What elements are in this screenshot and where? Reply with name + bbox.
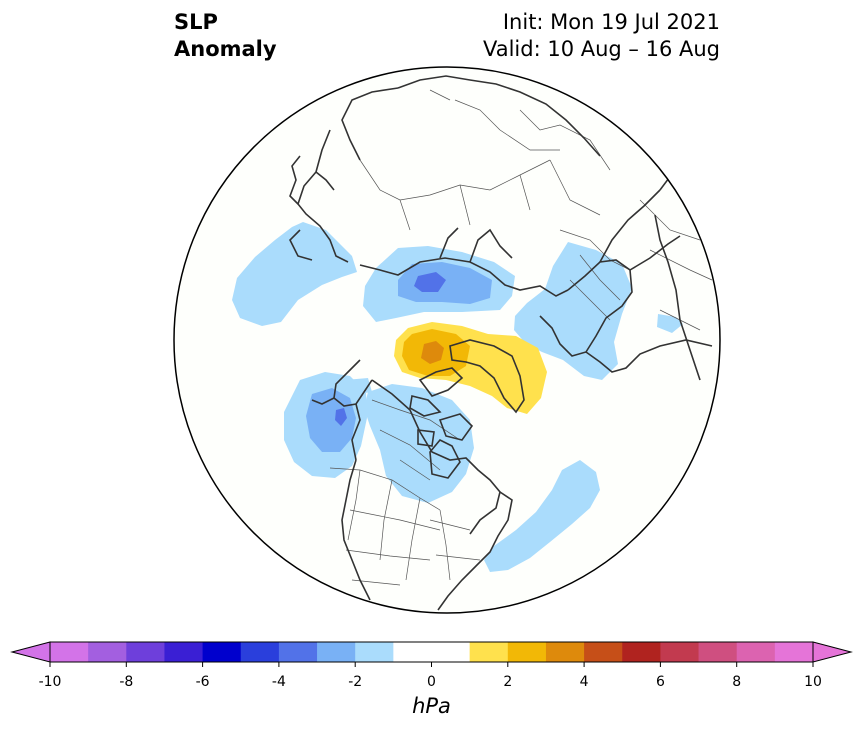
colorbar-extend-low (10, 641, 51, 663)
colorbar-box (88, 642, 127, 662)
colorbar-tick-label: 2 (503, 674, 512, 690)
colorbar-box (278, 642, 318, 662)
anomaly-greenland-core (421, 341, 444, 364)
colorbar-unit-label: hPa (412, 694, 451, 718)
colorbar-box (240, 642, 280, 662)
colorbar-box (622, 642, 661, 662)
globe-outline (173, 66, 721, 614)
anomaly-siberia-core (414, 272, 446, 292)
colorbar-box (545, 642, 585, 662)
colorbar-tick-label: 8 (732, 674, 741, 690)
colorbar-box (164, 642, 204, 662)
colorbar-tick-label: -4 (272, 674, 286, 690)
colorbar-box (393, 642, 471, 662)
anomaly-pacific-core (335, 408, 347, 426)
colorbar-tick-label: 0 (427, 674, 436, 690)
init-date: Init: Mon 19 Jul 2021 (502, 10, 720, 34)
colorbar-box (355, 642, 394, 662)
colorbar-tick-label: -2 (348, 674, 362, 690)
colorbar-extend-high (812, 641, 853, 663)
borders (289, 75, 713, 611)
colorbar-box (469, 642, 509, 662)
colorbar-box (584, 642, 623, 662)
colorbar: -10 -8 -6 -4 -2 0 2 4 6 8 10 (10, 641, 853, 690)
anomaly-fill (232, 222, 683, 572)
coastlines (289, 75, 713, 611)
title-line-1: SLP (174, 10, 218, 34)
map-title: SLP Anomaly (174, 9, 277, 63)
colorbar-tick-label: -10 (39, 674, 62, 690)
colorbar-tick-label: 4 (580, 674, 589, 690)
anomaly-kamchatka (232, 222, 357, 326)
colorbar-box (736, 642, 776, 662)
colorbar-box (50, 642, 89, 662)
colorbar-box (507, 642, 547, 662)
colorbar-tick-label: 6 (656, 674, 665, 690)
valid-range: Valid: 10 Aug – 16 Aug (482, 37, 720, 61)
anomaly-pacific-inner (306, 388, 356, 452)
forecast-dates: Init: Mon 19 Jul 2021 Valid: 10 Aug – 16… (483, 9, 720, 63)
title-line-2: Anomaly (174, 37, 277, 61)
anomaly-europe-east (657, 314, 683, 333)
colorbar-tick-label: -6 (196, 674, 210, 690)
country-borders (329, 89, 713, 586)
colorbar-boxes (50, 642, 814, 662)
colorbar-tick-label: -8 (119, 674, 133, 690)
polar-map (173, 66, 721, 614)
colorbar-box (126, 642, 165, 662)
colorbar-tick-label: 10 (804, 674, 822, 690)
anomaly-atlantic (484, 460, 600, 572)
colorbar-ticks: -10 -8 -6 -4 -2 0 2 4 6 8 10 (39, 662, 822, 690)
colorbar-box (698, 642, 738, 662)
anomaly-siberia-inner (398, 262, 492, 304)
colorbar-box (317, 642, 356, 662)
colorbar-box (774, 642, 814, 662)
anomaly-europe (514, 242, 632, 380)
colorbar-box (202, 642, 242, 662)
colorbar-box (660, 642, 700, 662)
